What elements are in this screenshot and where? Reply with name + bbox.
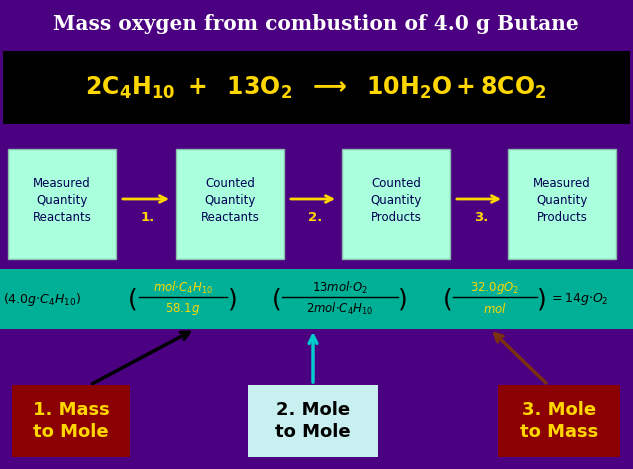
Text: 1. Mass
to Mole: 1. Mass to Mole — [33, 401, 110, 441]
Text: ): ) — [228, 287, 238, 311]
Bar — [0, 269, 633, 329]
Text: $(4.0g{\cdot}C_4H_{10})$: $(4.0g{\cdot}C_4H_{10})$ — [3, 290, 81, 308]
Text: (: ( — [443, 287, 453, 311]
Text: $13mol{\cdot}O_2$: $13mol{\cdot}O_2$ — [312, 280, 368, 296]
Text: Measured
Quantity
Products: Measured Quantity Products — [533, 176, 591, 224]
Text: 1.: 1. — [141, 211, 155, 224]
Text: $32.0gO_2$: $32.0gO_2$ — [470, 280, 520, 296]
Text: 2.: 2. — [308, 211, 322, 224]
Text: 2. Mole
to Mole: 2. Mole to Mole — [275, 401, 351, 441]
Text: $mol$: $mol$ — [483, 302, 507, 316]
Text: 3.: 3. — [474, 211, 488, 224]
Text: $=14g{\cdot}O_2$: $=14g{\cdot}O_2$ — [549, 291, 608, 307]
Text: $mol{\cdot}C_4H_{10}$: $mol{\cdot}C_4H_{10}$ — [153, 280, 213, 296]
Bar — [342, 149, 450, 259]
Bar — [8, 149, 116, 259]
Text: ): ) — [398, 287, 408, 311]
Text: (: ( — [128, 287, 138, 311]
Bar — [3, 51, 630, 124]
Text: $2mol{\cdot}C_4H_{10}$: $2mol{\cdot}C_4H_{10}$ — [306, 301, 373, 317]
Text: $\mathbf{2C_4H_{10}}$$\mathbf{\ +\ \ 13O_2\ \ \longrightarrow\ \ 10H_2O + 8CO_2}: $\mathbf{2C_4H_{10}}$$\mathbf{\ +\ \ 13O… — [85, 75, 547, 100]
Text: 3. Mole
to Mass: 3. Mole to Mass — [520, 401, 598, 441]
Bar — [12, 385, 130, 457]
Text: Counted
Quantity
Reactants: Counted Quantity Reactants — [201, 176, 260, 224]
Text: Counted
Quantity
Products: Counted Quantity Products — [370, 176, 422, 224]
Text: Mass oxygen from combustion of 4.0 g Butane: Mass oxygen from combustion of 4.0 g But… — [53, 14, 579, 34]
Bar — [176, 149, 284, 259]
Text: ): ) — [537, 287, 547, 311]
Bar — [508, 149, 616, 259]
Bar — [248, 385, 378, 457]
Text: $58.1g$: $58.1g$ — [165, 301, 201, 317]
Text: (: ( — [272, 287, 282, 311]
Bar — [498, 385, 620, 457]
Text: Measured
Quantity
Reactants: Measured Quantity Reactants — [32, 176, 91, 224]
